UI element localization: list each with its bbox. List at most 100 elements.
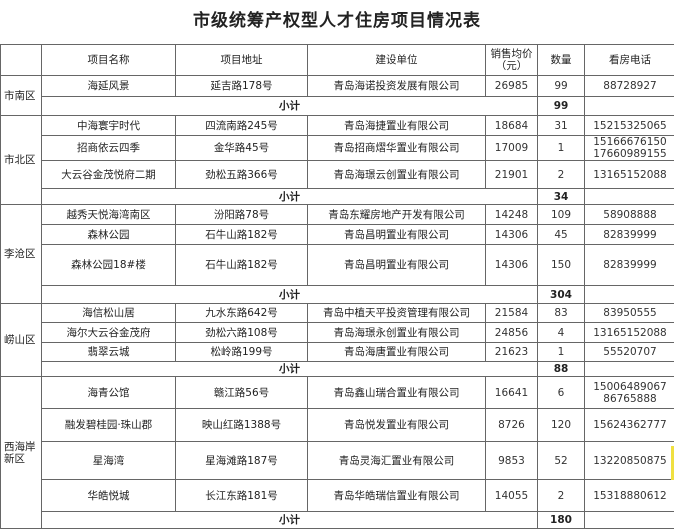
project-phone: 13165152088 — [585, 161, 674, 189]
project-name: 中海寰宇时代 — [42, 116, 176, 136]
subtotal-value: 34 — [538, 189, 585, 205]
project-address: 汾阳路78号 — [176, 205, 308, 225]
project-address: 映山红路1388号 — [176, 409, 308, 442]
project-price: 14248 — [486, 205, 538, 225]
project-price: 17009 — [486, 136, 538, 161]
project-quantity: 1 — [538, 136, 585, 161]
district-cell: 市南区 — [1, 76, 42, 116]
project-price: 18684 — [486, 116, 538, 136]
phone-number: 15318880612 — [593, 490, 667, 502]
header-district — [1, 45, 42, 76]
project-developer: 青岛昌明置业有限公司 — [308, 225, 486, 245]
project-name: 海青公馆 — [42, 377, 176, 409]
project-address: 金华路45号 — [176, 136, 308, 161]
header-row: 项目名称 项目地址 建设单位 销售均价（元） 数量 看房电话 — [1, 45, 674, 76]
project-price: 16641 — [486, 377, 538, 409]
project-name: 融发碧桂园·珠山郡 — [42, 409, 176, 442]
district-cell: 崂山区 — [1, 304, 42, 377]
phone-number: 15166676150 — [593, 136, 667, 148]
project-name: 海尔大云谷金茂府 — [42, 323, 176, 343]
project-price: 14306 — [486, 225, 538, 245]
project-developer: 青岛海璟永创置业有限公司 — [308, 323, 486, 343]
header-name: 项目名称 — [42, 45, 176, 76]
project-address: 延吉路178号 — [176, 76, 308, 97]
project-quantity: 6 — [538, 377, 585, 409]
header-phone: 看房电话 — [585, 45, 674, 76]
project-address: 劲松五路366号 — [176, 161, 308, 189]
subtotal-label: 小计 — [42, 362, 538, 377]
project-address: 四流南路245号 — [176, 116, 308, 136]
project-phone: 82839999 — [585, 245, 674, 286]
project-phone: 55520707 — [585, 343, 674, 362]
subtotal-empty — [585, 286, 674, 304]
project-address: 长江东路181号 — [176, 480, 308, 512]
phone-number: 58908888 — [603, 209, 656, 221]
project-phone: 58908888 — [585, 205, 674, 225]
project-quantity: 45 — [538, 225, 585, 245]
project-name: 海延风景 — [42, 76, 176, 97]
project-price: 21901 — [486, 161, 538, 189]
housing-projects-table: 项目名称 项目地址 建设单位 销售均价（元） 数量 看房电话 市南区海延风景延吉… — [0, 44, 674, 529]
project-developer: 青岛海璟云创置业有限公司 — [308, 161, 486, 189]
project-phone: 13165152088 — [585, 323, 674, 343]
district-name: 市南区 — [4, 90, 36, 102]
subtotal-empty — [585, 512, 674, 529]
project-name: 华皓悦城 — [42, 480, 176, 512]
project-quantity: 52 — [538, 442, 585, 480]
project-phone: 83950555 — [585, 304, 674, 323]
subtotal-label: 小计 — [42, 189, 538, 205]
subtotal-label: 小计 — [42, 286, 538, 304]
phone-number: 83950555 — [603, 307, 656, 319]
project-developer: 青岛灵海汇置业有限公司 — [308, 442, 486, 480]
district-cell: 市北区 — [1, 116, 42, 205]
subtotal-value: 180 — [538, 512, 585, 529]
district-cell: 西海岸新区 — [1, 377, 42, 529]
project-address: 九水东路642号 — [176, 304, 308, 323]
phone-number: 15006489067 — [593, 381, 667, 393]
subtotal-empty — [585, 362, 674, 377]
project-quantity: 2 — [538, 480, 585, 512]
phone-number: 13165152088 — [593, 327, 667, 339]
phone-number: 86765888 — [603, 393, 656, 405]
project-developer: 青岛悦发置业有限公司 — [308, 409, 486, 442]
project-phone: 88728927 — [585, 76, 674, 97]
project-phone: 13220850875 — [585, 442, 674, 480]
header-developer: 建设单位 — [308, 45, 486, 76]
project-quantity: 150 — [538, 245, 585, 286]
phone-number: 13165152088 — [593, 169, 667, 181]
district-cell: 李沧区 — [1, 205, 42, 304]
project-developer: 青岛海唐置业有限公司 — [308, 343, 486, 362]
project-price: 24856 — [486, 323, 538, 343]
phone-number: 82839999 — [603, 229, 656, 241]
project-phone: 15318880612 — [585, 480, 674, 512]
project-phone: 82839999 — [585, 225, 674, 245]
phone-number: 88728927 — [603, 80, 656, 92]
project-price: 14306 — [486, 245, 538, 286]
project-name: 大云谷金茂悦府二期 — [42, 161, 176, 189]
project-name: 森林公园 — [42, 225, 176, 245]
project-name: 海信松山居 — [42, 304, 176, 323]
project-name: 翡翠云城 — [42, 343, 176, 362]
phone-number: 13220850875 — [593, 455, 667, 467]
subtotal-value: 304 — [538, 286, 585, 304]
project-price: 26985 — [486, 76, 538, 97]
project-price: 21623 — [486, 343, 538, 362]
district-name: 崂山区 — [4, 334, 36, 346]
project-developer: 青岛海诺投资发展有限公司 — [308, 76, 486, 97]
project-developer: 青岛华皓瑞信置业有限公司 — [308, 480, 486, 512]
